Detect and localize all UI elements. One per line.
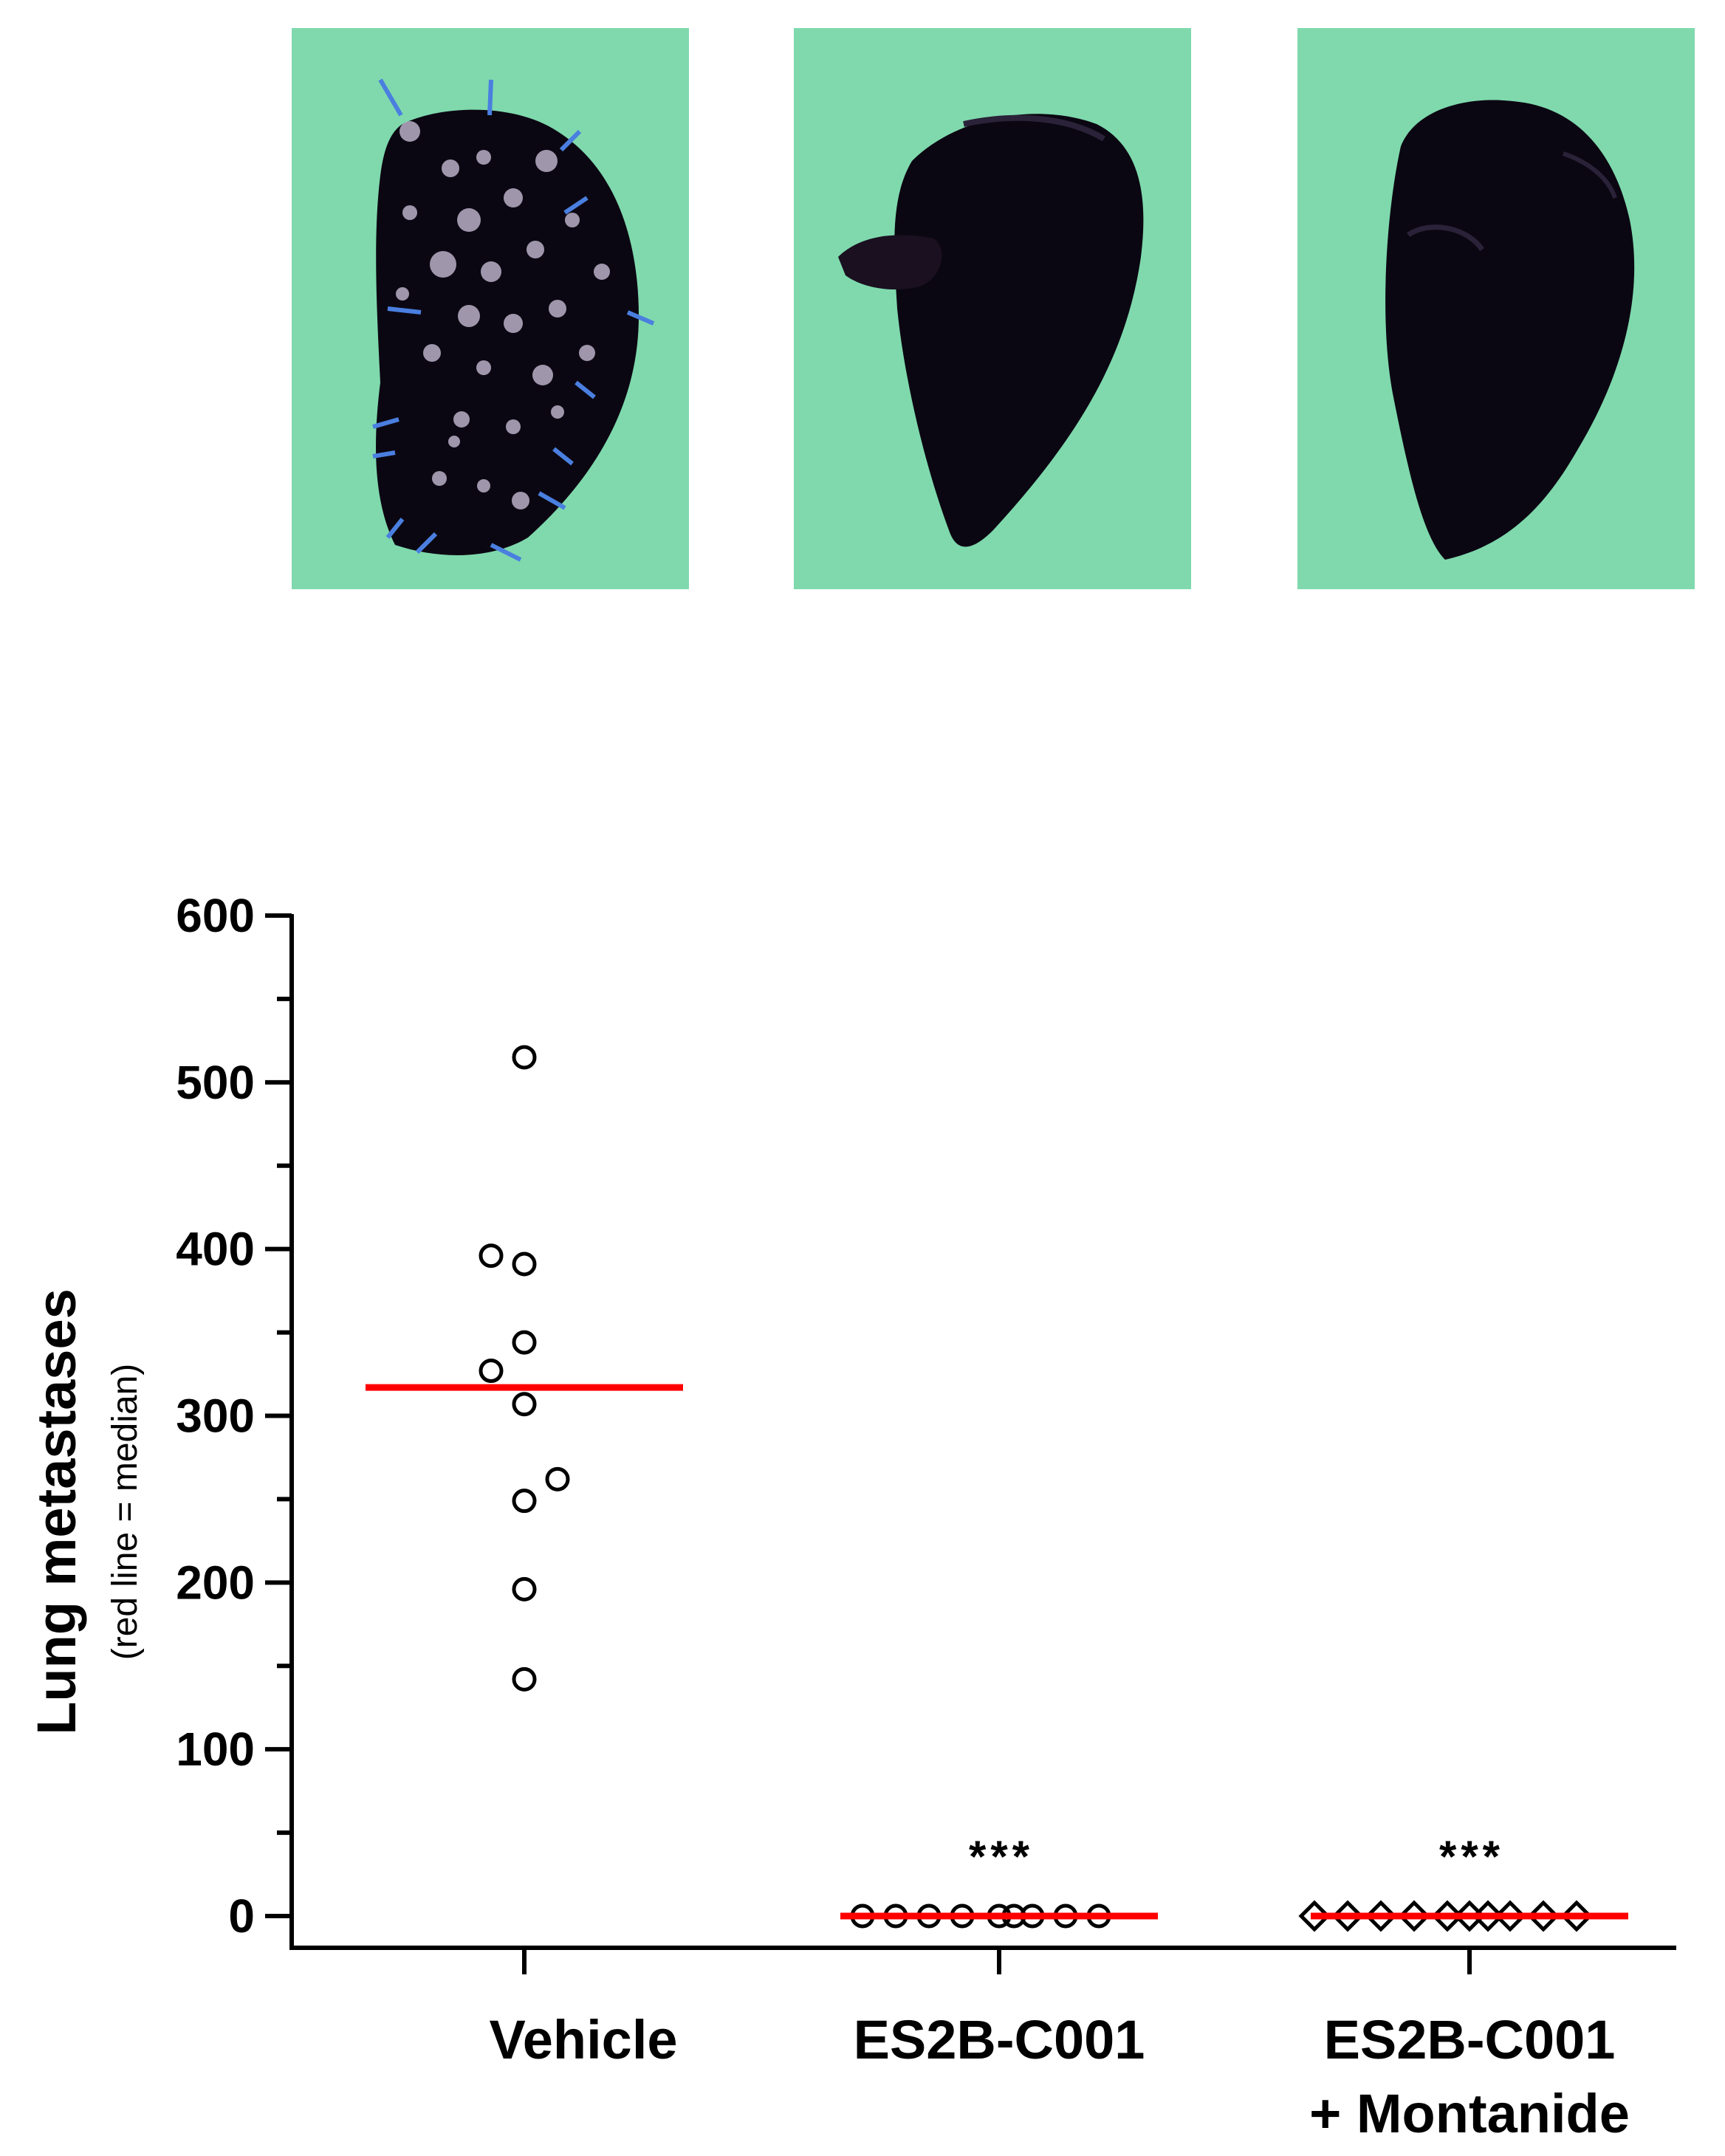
data-point — [512, 1576, 537, 1601]
data-point — [1472, 1900, 1504, 1932]
category-label: Vehicle — [489, 2009, 677, 2070]
data-point — [512, 1330, 537, 1355]
chart-axes: 0 100 200 300 400 500 600 — [176, 889, 1676, 1974]
y-tick-label: 100 — [176, 1723, 255, 1776]
y-tick-label: 0 — [228, 1889, 255, 1943]
data-point — [1560, 1900, 1593, 1932]
y-tick-label: 500 — [176, 1056, 255, 1109]
data-point — [1494, 1900, 1526, 1932]
y-axis-sublabel: (red line = median) — [106, 1364, 145, 1661]
y-tick-label: 300 — [176, 1390, 255, 1443]
y-tick-label: 400 — [176, 1223, 255, 1276]
lung-photo-es2b-c001-montanide — [1297, 28, 1695, 589]
lung-photo-es2b-c001 — [794, 28, 1191, 589]
y-ticks: 0 100 200 300 400 500 600 — [176, 889, 292, 1943]
median-lines — [366, 1384, 1628, 1920]
data-point — [1331, 1900, 1364, 1932]
lung-metastases-chart: 0 100 200 300 400 500 600 Lung metastases (red… — [26, 889, 1676, 2144]
category-labels: Vehicle ES2B-C001 ES2B-C001 + Montanide — [489, 2009, 1629, 2144]
category-label: + Montanide — [1309, 2083, 1630, 2144]
lung-es2b-c001-montanide-image — [1385, 100, 1635, 560]
significance-label: *** — [1439, 1832, 1504, 1881]
lung-es2b-c001-image — [838, 114, 1144, 547]
data-point — [512, 1252, 537, 1277]
data-point — [1527, 1900, 1560, 1932]
lung-vehicle-image — [372, 78, 655, 562]
data-point — [545, 1466, 570, 1491]
data-point — [1431, 1900, 1464, 1932]
data-point — [1298, 1900, 1331, 1932]
category-label: ES2B-C001 — [1324, 2009, 1616, 2070]
lung-photo-vehicle — [292, 28, 689, 589]
y-axis-title: Lung metastases (red line = median) — [26, 1288, 145, 1735]
data-point — [512, 1392, 537, 1417]
data-point — [479, 1359, 504, 1384]
data-points — [479, 1045, 1593, 1932]
data-point — [512, 1489, 537, 1514]
y-tick-label: 600 — [176, 889, 255, 942]
category-label: ES2B-C001 — [854, 2009, 1145, 2070]
data-point — [512, 1045, 537, 1070]
significance-labels: *** *** — [969, 1832, 1504, 1881]
x-ticks — [522, 1948, 1472, 1974]
y-axis-label: Lung metastases — [26, 1288, 87, 1735]
data-point — [479, 1243, 504, 1268]
data-point — [512, 1666, 537, 1692]
data-point — [1398, 1900, 1430, 1932]
y-tick-label: 200 — [176, 1556, 255, 1609]
significance-label: *** — [969, 1832, 1034, 1881]
data-point — [1365, 1900, 1397, 1932]
